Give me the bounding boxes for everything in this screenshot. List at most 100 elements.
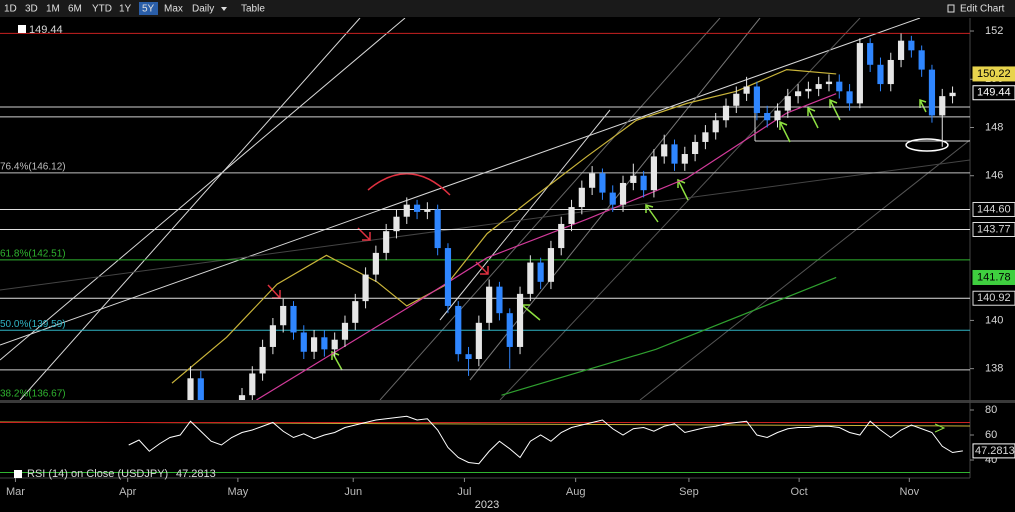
rsi-legend: RSI (14) on Close (USDJPY) [27, 468, 168, 480]
x-tick-label: Mar [6, 486, 25, 498]
candle-body [372, 252, 379, 275]
trendline [0, 18, 921, 346]
rsi-tick-label: 80 [985, 404, 997, 416]
candle-body [805, 88, 812, 92]
candle-body [403, 204, 410, 217]
candle-body [506, 313, 513, 347]
trendline [0, 159, 970, 291]
price-marker [972, 66, 1015, 82]
candle-body [794, 91, 802, 97]
annotation-arc [367, 172, 451, 196]
candle-body [187, 378, 194, 400]
candle-body [444, 248, 452, 306]
candle-body [393, 216, 400, 232]
price-marker-label: 150.22 [977, 68, 1011, 80]
legend-swatch [18, 25, 26, 33]
range-button[interactable]: 6M [68, 4, 82, 15]
candle-body [784, 96, 791, 111]
candle-body [290, 305, 297, 333]
active-range [139, 2, 158, 15]
table-button[interactable]: Table [241, 4, 265, 15]
candle-body [424, 209, 431, 212]
level-label-box [972, 221, 1015, 237]
candle-body [259, 346, 266, 374]
price-marker-label: 149.44 [977, 87, 1011, 99]
rsi-legend-value: 47.2813 [176, 468, 216, 480]
y-tick-label: 138 [985, 363, 1003, 375]
candle-body [496, 286, 503, 314]
candle-body [733, 93, 740, 106]
edit-icon [947, 4, 955, 13]
range-button[interactable]: 5Y [142, 4, 155, 15]
candle-body [197, 378, 204, 400]
candle-body [300, 332, 307, 352]
candle-body [465, 354, 472, 360]
candle-body [568, 207, 575, 224]
annotation-arrow [934, 423, 946, 433]
candle-body [877, 64, 884, 85]
x-tick-label: May [227, 486, 248, 498]
level-label: 143.77 [977, 223, 1011, 235]
candle-body [527, 262, 534, 294]
x-tick-label: Nov [900, 486, 920, 498]
trendline [639, 139, 970, 400]
frequency-button[interactable]: Daily [192, 4, 214, 15]
candle-body [640, 175, 647, 191]
candle-body [434, 209, 441, 249]
trendline [439, 109, 611, 321]
candle-body [836, 81, 843, 92]
candle-body [867, 43, 874, 65]
candle-body [887, 59, 894, 85]
candle-body [589, 173, 596, 188]
candle-body [619, 182, 627, 205]
price-marker-label: 141.78 [977, 271, 1011, 283]
fib-label: 61.8%(142.51) [0, 249, 66, 260]
panel-divider [0, 400, 1015, 403]
candle-body [609, 192, 616, 205]
range-button[interactable]: 1D [4, 4, 17, 15]
range-button[interactable]: 3D [25, 4, 38, 15]
candle-body [455, 305, 462, 355]
x-tick-label: Apr [119, 486, 136, 498]
legend-last: 149.44 [29, 24, 63, 36]
x-tick-label: Jul [457, 486, 471, 498]
candle-body [908, 40, 915, 51]
rsi-panel [0, 415, 970, 473]
candle-body [846, 91, 853, 104]
trendline [0, 18, 406, 361]
candle-body [712, 120, 719, 133]
candle-body [341, 322, 349, 340]
candle-body [599, 173, 606, 193]
level-label-box [972, 201, 1015, 217]
candle-body [310, 337, 318, 352]
y-tick-label: 152 [985, 25, 1003, 37]
candle-body [547, 248, 555, 282]
fib-label: 76.4%(146.12) [0, 161, 66, 172]
candle-body [516, 293, 524, 347]
candle-body [352, 301, 359, 323]
level-label: 140.92 [977, 292, 1011, 304]
range-button[interactable]: 1Y [119, 4, 132, 15]
moving-average [171, 68, 837, 384]
candle-body [671, 144, 678, 164]
edit-chart[interactable]: Edit Chart [960, 4, 1005, 15]
range-button[interactable]: Max [164, 4, 183, 15]
candle-body [939, 96, 946, 116]
range-button[interactable]: 1M [46, 4, 60, 15]
candle-body [825, 81, 833, 85]
level-label: 144.60 [977, 203, 1011, 215]
x-tick-label: Aug [566, 486, 586, 498]
x-tick-label: Oct [791, 486, 808, 498]
candle-body [218, 446, 224, 453]
fib-label: 50.0%(139.59) [0, 319, 66, 330]
candle-body [177, 451, 183, 461]
price-marker [972, 85, 1015, 101]
dropdown-caret [221, 7, 227, 11]
candle-body [722, 105, 730, 121]
annotation-ellipse [905, 138, 949, 152]
moving-average [256, 93, 837, 400]
year-label: 2023 [475, 499, 499, 511]
range-button[interactable]: YTD [92, 4, 112, 15]
candle-body [331, 339, 338, 350]
